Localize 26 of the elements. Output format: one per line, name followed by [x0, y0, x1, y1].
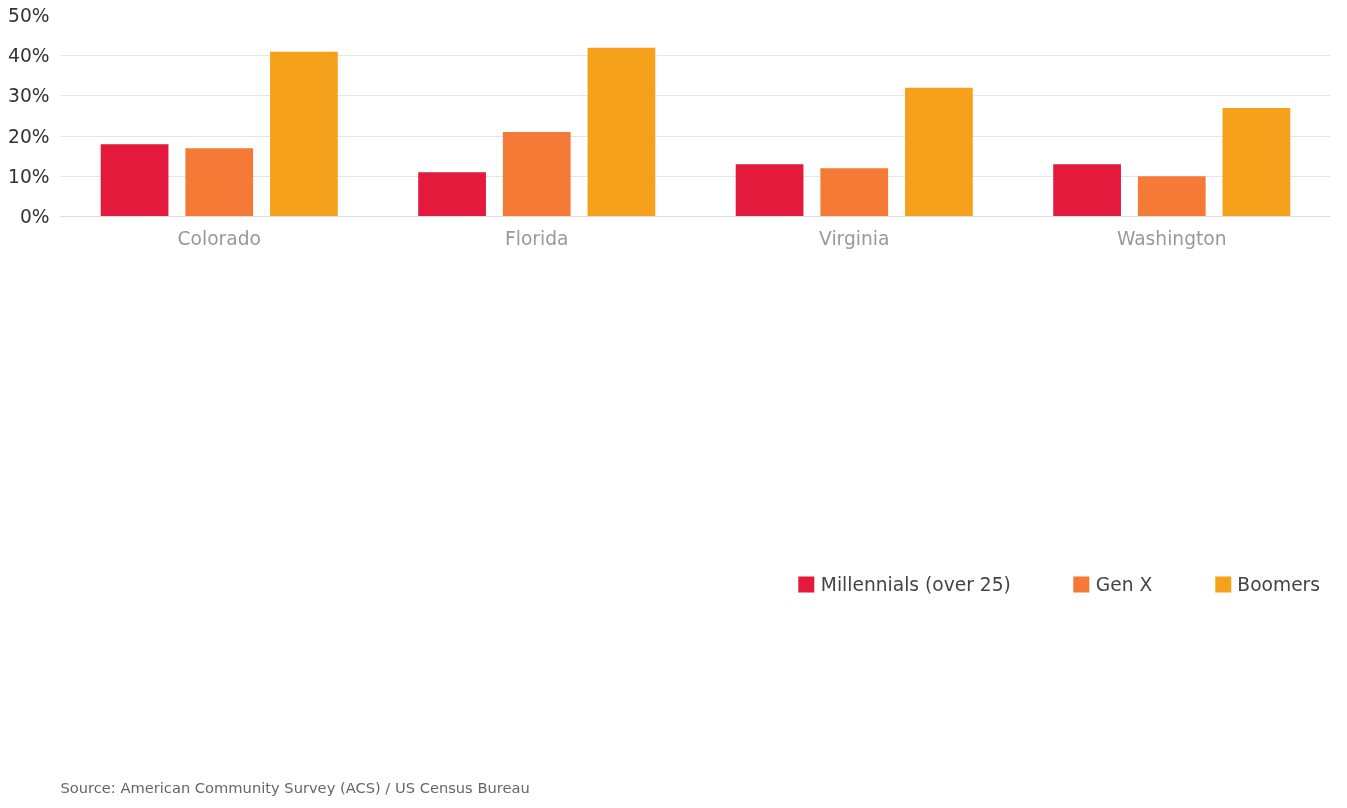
legend-label: Boomers	[1237, 573, 1320, 595]
source-note: Source: American Community Survey (ACS) / US Census Bureau	[60, 778, 530, 796]
bar	[820, 168, 889, 217]
bar	[502, 132, 571, 217]
legend-label: Gen X	[1095, 573, 1153, 595]
x-tick-label: Florida	[505, 227, 569, 249]
bar	[735, 164, 804, 217]
bar	[587, 47, 656, 217]
bar	[905, 87, 973, 217]
x-tick-label: Virginia	[819, 227, 890, 249]
bar	[1222, 107, 1291, 217]
legend-label: Millennials (over 25)	[820, 573, 1011, 595]
bar	[1053, 164, 1121, 217]
y-tick-label: 0%	[19, 206, 50, 227]
y-tick-label: 50%	[8, 5, 50, 26]
bar	[1137, 176, 1206, 217]
bar	[100, 144, 169, 217]
y-tick-label: 10%	[8, 165, 50, 187]
y-tick-label: 20%	[8, 125, 50, 147]
x-tick-label: Colorado	[177, 227, 261, 249]
bar	[418, 172, 486, 217]
y-tick-label: 30%	[8, 85, 50, 107]
y-tick-label: 40%	[8, 45, 50, 67]
bar	[270, 51, 338, 217]
bar	[185, 148, 254, 217]
x-tick-label: Washington	[1116, 227, 1227, 249]
